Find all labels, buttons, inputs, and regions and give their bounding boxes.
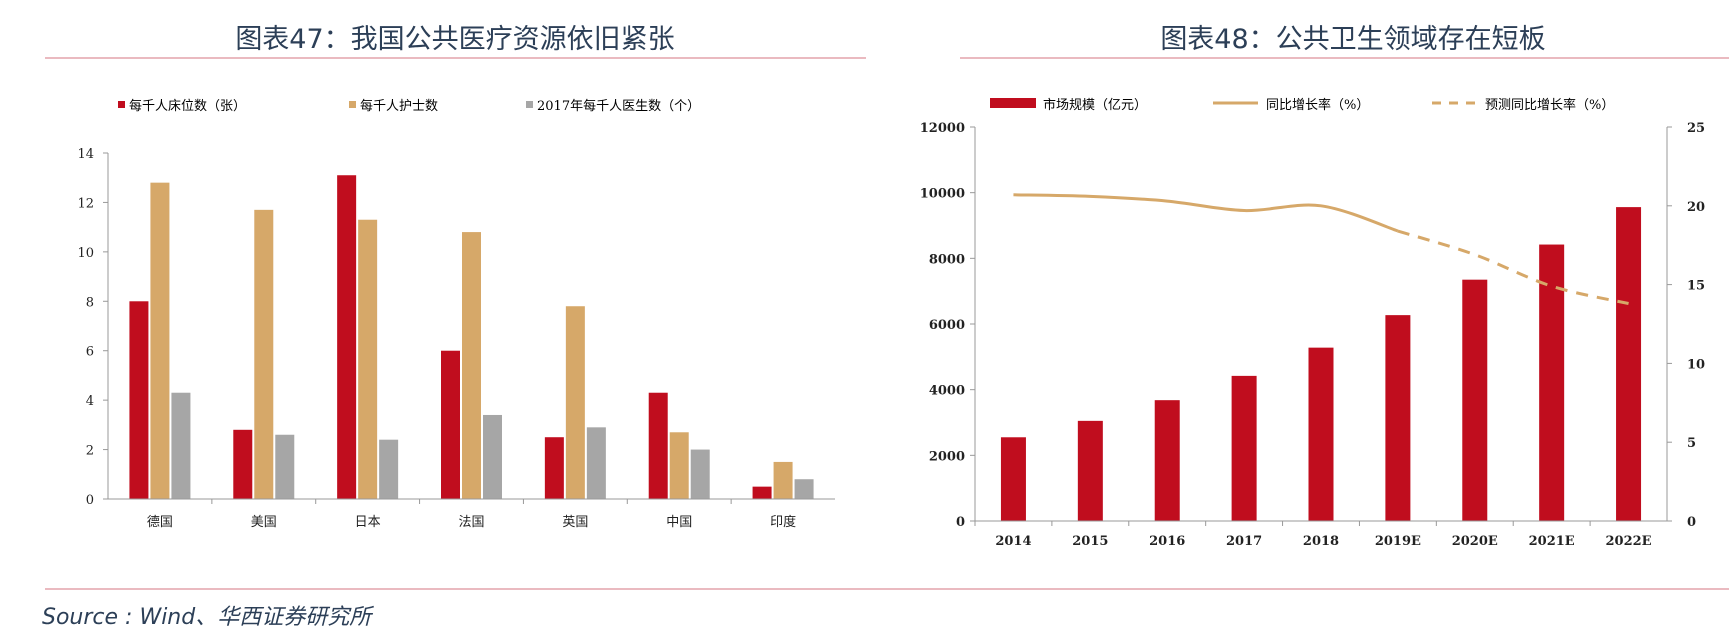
chart47-bar xyxy=(690,449,710,499)
chart47-x-tick-label: 法国 xyxy=(458,515,484,530)
chart48-x-axis: 2014 2015 2016 2017 2018 2019E 2020E 2021E 2022E xyxy=(974,520,1667,549)
chart47-y-tick-label: 8 xyxy=(86,295,94,310)
chart48-y-axis-right: 0 5 10 15 20 25 xyxy=(1666,121,1705,530)
chart47-bar xyxy=(773,461,793,499)
chart48-y-tick-label: 2000 xyxy=(929,449,965,464)
chart48-y-right-tick-label: 25 xyxy=(1687,121,1705,136)
chart47-bar xyxy=(586,427,606,499)
chart47-bar xyxy=(669,432,689,499)
chart47-legend-doctors: 2017年每千人医生数（个） xyxy=(537,98,700,114)
chart47-y-axis: 0 2 4 6 8 10 12 14 xyxy=(77,147,109,508)
chart48-x-tick-label: 2021E xyxy=(1529,534,1575,549)
chart47-bar xyxy=(358,219,378,499)
chart48-y-tick-label: 12000 xyxy=(920,121,965,136)
chart48-y-tick-label: 4000 xyxy=(929,384,965,399)
chart48-y-tick-label: 10000 xyxy=(920,187,965,202)
chart48-bar xyxy=(1000,437,1026,521)
chart47-bars xyxy=(129,175,814,500)
chart48-y-tick-label: 0 xyxy=(956,515,965,530)
chart47-bar xyxy=(648,392,668,499)
chart47-y-tick-label: 14 xyxy=(77,147,94,162)
chart47-x-axis: 德国 美国 日本 法国 英国 中国 印度 xyxy=(108,498,835,530)
chart48-y-tick-label: 6000 xyxy=(929,318,965,333)
chart48-bar xyxy=(1308,347,1334,521)
chart47-bar xyxy=(275,434,295,499)
chart47-bar xyxy=(171,392,191,499)
chart48-legend: 市场规模（亿元） 同比增长率（%） 预测同比增长率（%） xyxy=(990,97,1614,113)
chart48-legend-forecast: 预测同比增长率（%） xyxy=(1485,97,1614,113)
chart47-y-tick-label: 6 xyxy=(86,345,94,360)
chart47-bar xyxy=(565,306,585,499)
chart48-x-tick-label: 2016 xyxy=(1149,534,1185,549)
chart47-x-tick-label: 中国 xyxy=(666,515,692,530)
chart47-title: 图表47：我国公共医疗资源依旧紧张 xyxy=(235,24,674,55)
chart48-bars xyxy=(1000,207,1642,521)
chart48-forecast-line xyxy=(1397,229,1629,305)
chart47-bar xyxy=(794,479,814,499)
chart47-bar xyxy=(544,437,564,499)
chart47-y-tick-label: 12 xyxy=(77,196,94,211)
chart48-bar xyxy=(1539,244,1565,521)
chart48-bar xyxy=(1385,315,1411,521)
chart48-legend-growth: 同比增长率（%） xyxy=(1266,97,1369,113)
chart48-x-tick-label: 2019E xyxy=(1375,534,1421,549)
chart48-y-right-tick-label: 5 xyxy=(1687,436,1696,451)
chart47-bar xyxy=(337,175,357,499)
chart48-y-tick-label: 8000 xyxy=(929,252,965,267)
chart48-y-right-tick-label: 0 xyxy=(1687,515,1696,530)
chart47-bar xyxy=(483,414,502,499)
chart47-bar xyxy=(752,486,772,499)
chart47-legend-swatch-beds xyxy=(118,101,125,108)
chart48-bar xyxy=(1462,279,1488,521)
chart48-y-right-tick-label: 20 xyxy=(1687,200,1705,215)
chart47-x-tick-label: 德国 xyxy=(147,515,173,530)
chart47-y-tick-label: 10 xyxy=(77,246,94,261)
chart47-x-tick-label: 日本 xyxy=(355,515,381,530)
chart47-bar xyxy=(441,350,460,499)
chart48-bar xyxy=(1077,420,1103,521)
chart47-bar xyxy=(462,232,481,500)
chart48-x-tick-label: 2014 xyxy=(995,534,1031,549)
chart48-legend-market: 市场规模（亿元） xyxy=(1043,97,1147,113)
chart47-y-tick-label: 4 xyxy=(86,394,94,409)
chart48-x-tick-label: 2020E xyxy=(1452,534,1498,549)
chart48-x-tick-label: 2015 xyxy=(1072,534,1108,549)
chart48-growth-line xyxy=(1013,193,1399,233)
chart47-legend: 每千人床位数（张） 每千人护士数 2017年每千人医生数（个） xyxy=(118,98,700,114)
chart47-bar xyxy=(233,429,253,499)
chart48-x-tick-label: 2022E xyxy=(1606,534,1652,549)
chart48-x-tick-label: 2017 xyxy=(1226,534,1262,549)
chart48-y-right-tick-label: 15 xyxy=(1687,279,1705,294)
chart48-lines xyxy=(1013,193,1629,305)
chart47-x-tick-label: 美国 xyxy=(251,515,277,530)
chart47-bar xyxy=(129,301,149,499)
chart48-y-right-tick-label: 10 xyxy=(1687,357,1705,372)
chart48-y-axis-left: 0 2000 4000 6000 8000 10000 12000 xyxy=(920,121,976,530)
chart47-x-tick-label: 印度 xyxy=(770,514,796,530)
chart47-bar xyxy=(150,182,170,499)
chart47-x-tick-label: 英国 xyxy=(562,515,588,530)
chart48-bar xyxy=(1154,400,1180,521)
chart47-bar xyxy=(254,209,274,500)
chart48-title: 图表48：公共卫生领域存在短板 xyxy=(1160,24,1545,55)
chart47-legend-swatch-doctors xyxy=(526,101,533,108)
chart48-x-tick-label: 2018 xyxy=(1303,534,1339,549)
chart48-bar xyxy=(1616,207,1642,521)
chart48-legend-swatch-market xyxy=(990,98,1036,108)
chart47-y-tick-label: 0 xyxy=(86,493,94,508)
source-note: Source : Wind、华西证券研究所 xyxy=(42,605,374,630)
chart47-legend-nurses: 每千人护士数 xyxy=(360,98,438,114)
chart48-bar xyxy=(1231,375,1257,521)
chart47-legend-beds: 每千人床位数（张） xyxy=(129,98,246,114)
chart47-bar xyxy=(379,439,399,499)
chart47-y-tick-label: 2 xyxy=(86,444,94,459)
chart47-legend-swatch-nurses xyxy=(349,101,356,108)
